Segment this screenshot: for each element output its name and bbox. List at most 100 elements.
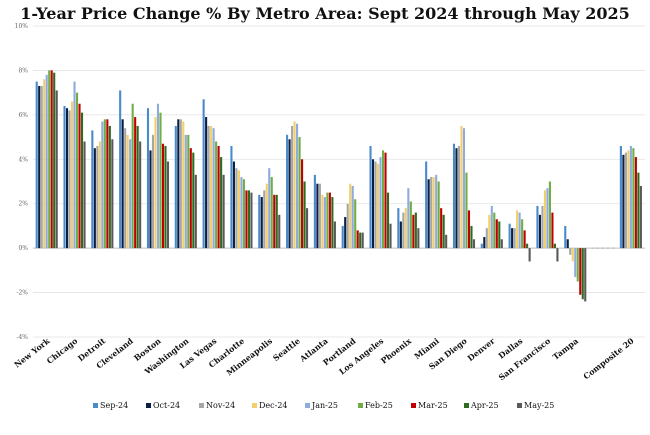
legend-label: Nov-24 — [206, 401, 235, 410]
y-tick-label: 0% — [18, 245, 28, 252]
bar — [242, 179, 245, 249]
bar — [374, 161, 377, 249]
bar — [194, 174, 197, 249]
bar — [442, 214, 445, 249]
bar — [467, 210, 471, 249]
bar — [278, 214, 281, 249]
bar — [134, 117, 137, 249]
bar — [581, 248, 584, 300]
bar — [179, 119, 182, 249]
bar — [541, 205, 544, 249]
bar — [182, 121, 185, 249]
bar — [379, 157, 382, 249]
bar — [270, 177, 273, 249]
bar — [101, 121, 104, 249]
bar — [184, 134, 187, 249]
x-tick-label: Seattle — [271, 336, 302, 363]
bar — [455, 148, 458, 249]
bar — [359, 232, 362, 249]
bar — [207, 125, 210, 249]
bar — [103, 119, 106, 249]
bar — [129, 139, 132, 249]
legend-label: Oct-24 — [153, 401, 180, 410]
bar — [263, 190, 266, 249]
bar — [472, 239, 476, 249]
bar — [174, 125, 177, 249]
bar — [349, 183, 352, 249]
x-tick-label: Composite 20 — [581, 335, 636, 381]
bar — [488, 214, 491, 249]
legend-label: Feb-25 — [365, 401, 393, 410]
bar — [624, 152, 627, 249]
bars — [35, 70, 642, 302]
bar — [425, 161, 428, 249]
bar — [508, 223, 511, 249]
bar — [341, 225, 344, 249]
bar — [156, 103, 160, 249]
bar — [344, 217, 347, 249]
bar — [202, 99, 205, 249]
bar — [63, 105, 66, 249]
bar — [106, 119, 109, 249]
bar — [579, 248, 582, 295]
y-tick-label: 10% — [15, 23, 29, 30]
legend-label: Sep-24 — [100, 401, 128, 410]
bar — [222, 174, 225, 249]
chart-title: 1-Year Price Change % By Metro Area: Sep… — [20, 4, 630, 23]
bar — [407, 188, 410, 249]
bar — [566, 239, 569, 249]
bar — [318, 183, 321, 249]
bar — [333, 221, 336, 249]
x-tick-label: Denver — [465, 335, 497, 363]
bar — [576, 248, 579, 282]
bar — [288, 139, 291, 249]
bar — [639, 185, 642, 249]
bar — [452, 143, 456, 249]
bar — [564, 225, 567, 249]
bar — [437, 181, 440, 249]
bar — [68, 110, 71, 249]
legend-swatch — [411, 403, 416, 408]
bar — [98, 141, 101, 249]
bar — [376, 163, 380, 249]
bar — [637, 172, 640, 249]
bar — [346, 203, 349, 249]
bar — [414, 212, 417, 249]
x-tick-label: Chicago — [45, 335, 80, 366]
bar — [126, 134, 129, 249]
y-tick-label: -2% — [16, 290, 28, 297]
bar — [119, 90, 122, 249]
bar — [584, 248, 587, 302]
bar — [404, 208, 407, 249]
bar — [296, 123, 299, 249]
bar — [146, 108, 150, 249]
y-tick-label: 6% — [18, 112, 28, 119]
bar — [546, 188, 549, 249]
bar — [457, 145, 461, 249]
bar — [518, 212, 521, 249]
bar — [354, 199, 357, 249]
bar — [316, 183, 319, 249]
bar — [247, 190, 250, 249]
bar — [268, 168, 271, 249]
bar — [460, 125, 463, 249]
bar — [389, 223, 392, 249]
bar — [50, 70, 53, 249]
bar — [490, 205, 493, 249]
bar — [53, 72, 56, 249]
bar — [634, 157, 637, 249]
legend-swatch — [305, 403, 310, 408]
bar — [551, 212, 554, 249]
bar — [260, 197, 263, 249]
bar — [161, 143, 165, 249]
bar — [445, 234, 448, 249]
x-tick-label: San Francisco — [496, 335, 552, 382]
bar — [298, 137, 301, 249]
bar — [500, 239, 503, 249]
bar — [38, 85, 41, 249]
bar — [121, 119, 124, 249]
bar — [215, 141, 218, 249]
bar — [521, 219, 524, 249]
bar — [237, 170, 240, 249]
